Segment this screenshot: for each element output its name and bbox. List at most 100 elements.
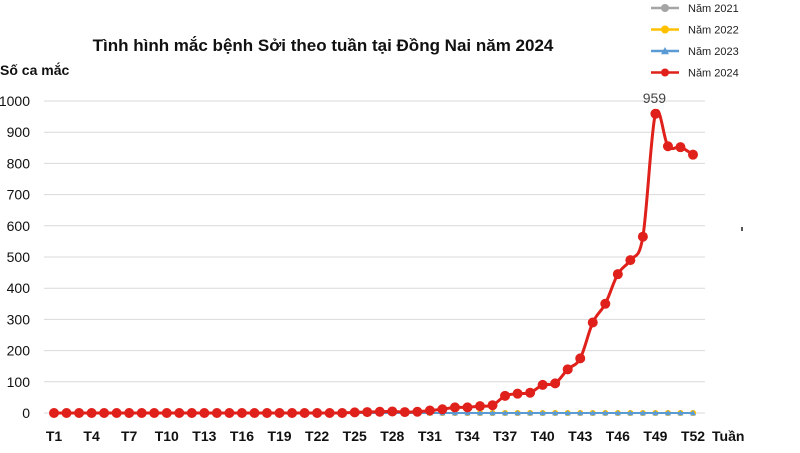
series-line (53, 109, 694, 415)
y-tick-label: 800 (7, 155, 31, 171)
data-point (602, 410, 609, 416)
legend-item: Năm 2022 (651, 25, 739, 37)
y-tick-label: 200 (7, 343, 31, 359)
data-point (600, 298, 611, 309)
data-point (662, 141, 673, 152)
y-tick-labels: 0 100 200 300 400 500 600 700 800 900 1000 (0, 93, 30, 421)
data-point (437, 404, 448, 415)
legend-label: Năm 2024 (688, 68, 739, 80)
data-point (449, 402, 460, 413)
x-tick-label: T10 (155, 428, 179, 444)
legend-marker (661, 25, 669, 34)
x-tick-label: T52 (681, 428, 705, 444)
data-point (274, 408, 285, 418)
data-point (677, 410, 684, 416)
data-point (637, 231, 648, 242)
data-point (625, 255, 636, 266)
data-point (324, 408, 335, 418)
data-point (564, 410, 571, 416)
data-point (312, 408, 323, 418)
data-point (161, 408, 172, 418)
data-point (464, 410, 471, 416)
data-point (537, 379, 548, 390)
x-tick-label: T19 (267, 428, 291, 444)
data-point (224, 408, 235, 418)
legend-marker (661, 68, 669, 77)
data-point (489, 410, 496, 416)
legend-item: Năm 2023 (651, 46, 739, 58)
data-point (688, 149, 698, 160)
legend-item: Năm 2024 (651, 68, 739, 80)
data-point (650, 108, 661, 119)
data-point (627, 410, 634, 416)
x-tick-label: T49 (643, 428, 667, 444)
x-tick-label: T31 (418, 428, 442, 444)
data-point (552, 410, 559, 416)
x-axis-label: Tuần (712, 428, 744, 444)
data-point (262, 408, 272, 418)
data-point (424, 405, 435, 416)
gridlines (44, 100, 705, 414)
y-tick-label: 0 (22, 405, 30, 421)
y-tick-label: 1000 (0, 93, 30, 109)
data-point (349, 407, 360, 418)
data-point (86, 408, 97, 418)
data-point (587, 317, 598, 328)
data-point (362, 407, 373, 418)
x-tick-label: T25 (343, 428, 367, 444)
right-edge-mark (741, 227, 743, 231)
data-point (514, 410, 521, 416)
chart-title: Tình hình mắc bệnh Sởi theo tuần tại Đồn… (93, 36, 554, 55)
data-point (199, 408, 210, 418)
data-point (562, 364, 573, 375)
data-point (575, 353, 586, 364)
x-tick-labels: T1 T4 T7 T10 T13 T16 T19 T22 T25 T28 T31 T34 T37 T40 T… (46, 428, 705, 444)
data-point (337, 408, 348, 418)
data-point (111, 408, 122, 418)
x-tick-label: T13 (192, 428, 216, 444)
data-point (512, 388, 523, 399)
series-lines (49, 108, 698, 418)
data-point (186, 408, 197, 418)
data-point (462, 402, 473, 413)
data-point (136, 408, 147, 418)
data-point (124, 408, 135, 418)
x-tick-label: T34 (455, 428, 479, 444)
x-tick-label: T43 (568, 428, 592, 444)
series-4 (49, 108, 698, 418)
y-tick-label: 300 (7, 311, 31, 327)
x-tick-label: T16 (230, 428, 254, 444)
data-point (550, 378, 561, 389)
y-axis-label: Số ca mắc (0, 61, 69, 78)
data-point (74, 408, 85, 418)
legend-label: Năm 2023 (688, 46, 739, 58)
x-tick-label: T40 (531, 428, 555, 444)
x-tick-label: T1 (46, 428, 63, 444)
data-point (61, 408, 72, 418)
data-point (299, 408, 310, 418)
data-point (500, 390, 511, 401)
y-tick-label: 700 (7, 187, 31, 203)
data-point (652, 410, 659, 416)
legend-item: Năm 2021 (651, 3, 739, 15)
data-point (577, 410, 584, 416)
data-point (487, 400, 498, 411)
x-tick-label: T22 (305, 428, 329, 444)
legend-marker (661, 47, 669, 55)
data-point (387, 406, 398, 417)
data-point (99, 408, 110, 418)
data-point (525, 387, 536, 398)
data-point (211, 408, 222, 418)
data-point (475, 401, 485, 412)
legend-marker (661, 4, 669, 12)
data-point (399, 407, 410, 418)
y-tick-label: 900 (7, 124, 31, 140)
data-point (614, 410, 621, 416)
data-point (374, 406, 385, 417)
data-point (502, 410, 509, 416)
data-point (451, 410, 458, 416)
x-tick-label: T4 (83, 428, 100, 444)
x-tick-label: T7 (121, 428, 138, 444)
x-tick-label: T46 (606, 428, 630, 444)
